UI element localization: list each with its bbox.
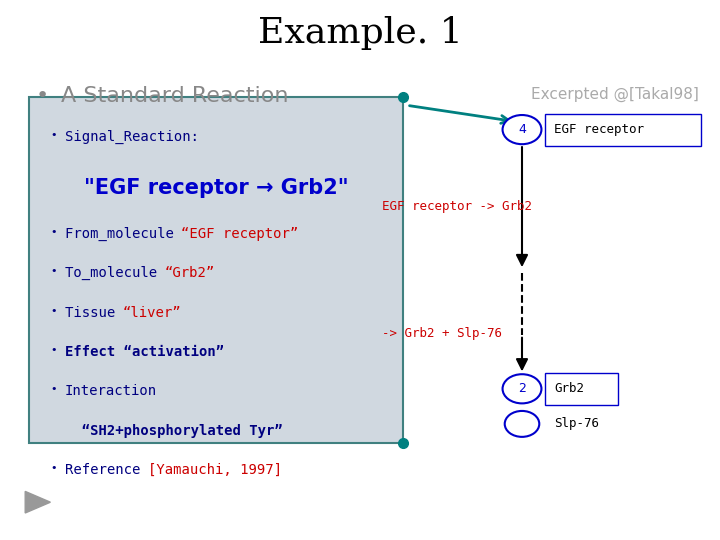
Text: A Standard Reaction: A Standard Reaction bbox=[61, 86, 289, 106]
Text: Reference: Reference bbox=[65, 463, 148, 477]
Text: -> Grb2 + Slp-76: -> Grb2 + Slp-76 bbox=[382, 327, 502, 340]
Text: “Grb2”: “Grb2” bbox=[164, 266, 215, 280]
Text: Tissue: Tissue bbox=[65, 306, 123, 320]
Text: Grb2: Grb2 bbox=[554, 382, 585, 395]
Text: Slp-76: Slp-76 bbox=[554, 417, 599, 430]
Text: EGF receptor: EGF receptor bbox=[554, 123, 644, 136]
Text: Signal_Reaction:: Signal_Reaction: bbox=[65, 130, 199, 144]
Text: “EGF receptor”: “EGF receptor” bbox=[181, 227, 298, 241]
Text: “SH2+phosphorylated Tyr”: “SH2+phosphorylated Tyr” bbox=[65, 424, 282, 438]
Text: •: • bbox=[50, 266, 57, 276]
FancyBboxPatch shape bbox=[545, 373, 618, 405]
Text: Example. 1: Example. 1 bbox=[258, 16, 462, 50]
Circle shape bbox=[503, 115, 541, 144]
Polygon shape bbox=[25, 491, 50, 513]
FancyBboxPatch shape bbox=[545, 114, 701, 146]
Text: •: • bbox=[50, 306, 57, 316]
Text: “liver”: “liver” bbox=[122, 306, 181, 320]
Text: Effect “activation”: Effect “activation” bbox=[65, 345, 224, 359]
Circle shape bbox=[505, 411, 539, 437]
Text: •: • bbox=[50, 463, 57, 474]
Text: Excerpted @[Takal98]: Excerpted @[Takal98] bbox=[531, 86, 698, 102]
Text: 4: 4 bbox=[518, 123, 526, 136]
Text: •: • bbox=[50, 227, 57, 237]
Text: •: • bbox=[50, 130, 57, 140]
Text: •: • bbox=[50, 384, 57, 395]
Text: EGF receptor -> Grb2: EGF receptor -> Grb2 bbox=[382, 200, 531, 213]
Text: •: • bbox=[50, 345, 57, 355]
Text: •: • bbox=[36, 86, 49, 106]
Text: 2: 2 bbox=[518, 382, 526, 395]
Text: To_molecule: To_molecule bbox=[65, 266, 166, 280]
Text: "EGF receptor → Grb2": "EGF receptor → Grb2" bbox=[84, 178, 348, 198]
FancyBboxPatch shape bbox=[29, 97, 403, 443]
Text: Interaction: Interaction bbox=[65, 384, 157, 399]
Text: [Yamauchi, 1997]: [Yamauchi, 1997] bbox=[148, 463, 282, 477]
Text: From_molecule: From_molecule bbox=[65, 227, 182, 241]
Circle shape bbox=[503, 374, 541, 403]
